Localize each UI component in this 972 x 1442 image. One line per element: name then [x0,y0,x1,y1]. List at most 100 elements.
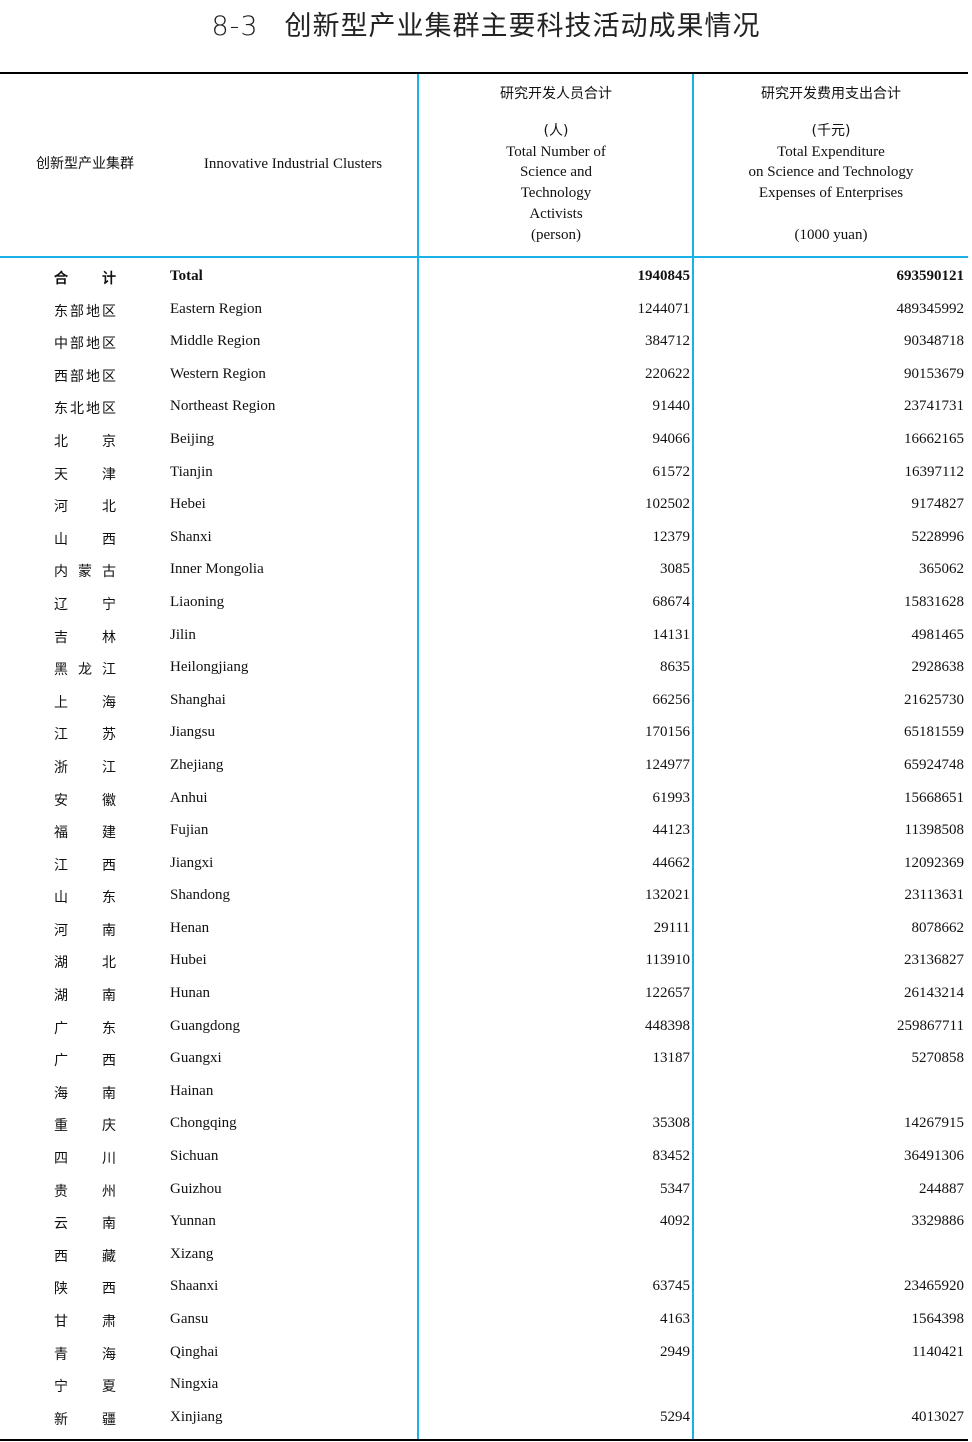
region-name-en: Total [170,268,203,284]
expenditure-value: 259867711 [897,1017,964,1034]
table-row: 吉林 Jilin 14131 4981465 [0,621,968,654]
expenditure-value: 365062 [919,561,964,578]
personnel-value: 102502 [645,496,690,513]
personnel-value: 83452 [652,1148,691,1165]
region-name-en: Guangdong [170,1017,240,1034]
region-name-en: Eastern Region [170,300,263,317]
expenditure-value: 4981465 [911,626,965,643]
expenditure-value: 23113631 [904,887,964,904]
personnel-value: 5294 [660,1408,690,1425]
expenditure-value: 11398508 [904,822,964,839]
expenditure-value: 90153679 [904,365,964,382]
header-expenditure-en: on Science and Technology [748,164,914,181]
table-row: 浙江 Zhejiang 124977 65924748 [0,751,968,784]
column-divider [692,74,694,1439]
personnel-value: 13187 [652,1050,691,1067]
region-name-cn: 上海 [54,694,116,711]
region-name-cn: 河南 [54,922,116,939]
region-name-cn: 江苏 [54,727,116,744]
region-name-cn: 山西 [54,531,116,548]
expenditure-value: 1564398 [911,1311,965,1327]
personnel-value: 61572 [652,463,691,480]
personnel-value: 3085 [660,561,690,578]
region-name-en: Sichuan [170,1148,219,1165]
table-row: 四川 Sichuan 83452 36491306 [0,1142,968,1175]
expenditure-value: 693590121 [896,268,965,284]
header-expenditure-en: Expenses of Enterprises [758,185,904,202]
personnel-value: 8635 [660,659,690,676]
table-row: 天津 Tianjin 61572 16397112 [0,458,968,491]
table-row: 甘肃 Gansu 4163 1564398 [0,1305,968,1338]
personnel-value: 1940845 [637,268,691,284]
region-name-en: Hubei [170,952,207,969]
table-row: 合计 Total 1940845 693590121 [0,262,968,295]
region-name-cn: 河北 [54,499,116,516]
personnel-value: 132021 [645,887,690,904]
personnel-value: 35308 [652,1115,691,1132]
personnel-value: 384712 [645,333,690,350]
region-name-en: Anhui [170,789,208,806]
expenditure-value: 4013027 [911,1408,965,1425]
expenditure-value: 14267915 [904,1115,964,1132]
personnel-value: 63745 [652,1278,691,1295]
region-name-cn: 安徽 [54,792,116,809]
header-cluster-en: Innovative Industrial Clusters [203,156,383,172]
table-row: 黑龙江 Heilongjiang 8635 2928638 [0,653,968,686]
table-title: 创新型产业集群主要科技活动成果情况 [284,11,761,42]
region-name-en: Zhejiang [170,756,224,773]
table-row: 上海 Shanghai 66256 21625730 [0,686,968,719]
expenditure-value: 12092369 [904,854,964,871]
region-name-cn: 广东 [54,1020,116,1037]
expenditure-value: 16662165 [904,430,964,447]
header-personnel-en: Activists [529,205,583,222]
region-name-cn: 宁夏 [54,1379,116,1396]
expenditure-value: 23465920 [904,1278,964,1295]
personnel-value: 94066 [652,430,691,447]
region-name-cn: 重庆 [54,1118,116,1135]
region-name-cn: 合计 [54,271,116,287]
table-row: 青海 Qinghai 2949 1140421 [0,1338,968,1371]
header-expenditure-en: Total Expenditure [777,143,885,160]
header-expenditure-unit-cn: (千元) [811,122,851,139]
region-name-en: Hainan [170,1082,214,1099]
personnel-value: 14131 [652,626,691,643]
expenditure-value: 489345992 [896,300,965,317]
header-personnel-en: Science and [519,164,593,181]
table-row: 湖北 Hubei 113910 23136827 [0,946,968,979]
region-name-cn: 湖北 [54,955,116,972]
header-personnel-cn: 研究开发人员合计 [500,86,612,102]
region-name-en: Ningxia [170,1376,219,1393]
table-row: 西藏 Xizang [0,1240,968,1273]
personnel-value: 1244071 [637,300,691,317]
expenditure-value: 9174827 [911,496,965,513]
table-row: 广东 Guangdong 448398 259867711 [0,1012,968,1045]
personnel-value: 29111 [653,919,690,936]
table-row: 宁夏 Ningxia [0,1370,968,1403]
region-name-en: Beijing [170,430,215,447]
region-name-cn: 东部地区 [54,303,116,320]
region-name-en: Shandong [170,887,230,904]
table-row: 广西 Guangxi 13187 5270858 [0,1044,968,1077]
personnel-value: 4092 [660,1213,690,1230]
expenditure-value: 26143214 [904,985,964,1002]
expenditure-value: 15831628 [904,593,964,610]
bottom-rule [0,1439,968,1441]
region-name-en: Tianjin [170,463,213,480]
region-name-en: Jiangsu [170,724,215,741]
region-name-en: Middle Region [170,333,261,350]
region-name-en: Shanghai [170,691,226,708]
table-row: 河南 Henan 29111 8078662 [0,914,968,947]
region-name-cn: 中部地区 [54,336,116,353]
expenditure-value: 2928638 [911,659,965,676]
header-personnel-en: Total Number of [506,143,606,160]
expenditure-value: 23136827 [904,952,964,969]
expenditure-value: 36491306 [904,1148,964,1165]
expenditure-value: 5270858 [911,1050,965,1067]
expenditure-value: 16397112 [904,463,964,480]
table-row: 江苏 Jiangsu 170156 65181559 [0,718,968,751]
region-name-en: Jiangxi [170,854,214,871]
expenditure-value: 65181559 [904,724,964,741]
region-name-en: Western Region [170,365,266,382]
personnel-value: 448398 [645,1017,690,1034]
table-row: 东北地区 Northeast Region 91440 23741731 [0,392,968,425]
